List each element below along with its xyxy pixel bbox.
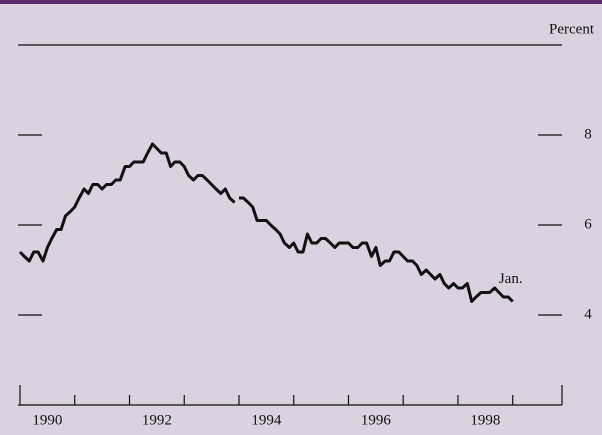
data-line xyxy=(18,142,236,263)
x-tick-label: 1996 xyxy=(361,412,392,428)
y-tick-label: 4 xyxy=(584,306,592,322)
top-rule xyxy=(0,0,602,4)
y-tick-label: 8 xyxy=(584,126,592,142)
y-tick-label: 6 xyxy=(584,216,592,232)
annotation: Jan. xyxy=(499,271,523,287)
x-tick-label: 1994 xyxy=(251,412,282,428)
y-axis-label: Percent xyxy=(549,21,595,37)
x-tick-label: 1998 xyxy=(470,412,500,428)
data-line xyxy=(239,196,514,303)
x-tick-label: 1992 xyxy=(142,412,172,428)
x-tick-label: 1990 xyxy=(32,412,62,428)
